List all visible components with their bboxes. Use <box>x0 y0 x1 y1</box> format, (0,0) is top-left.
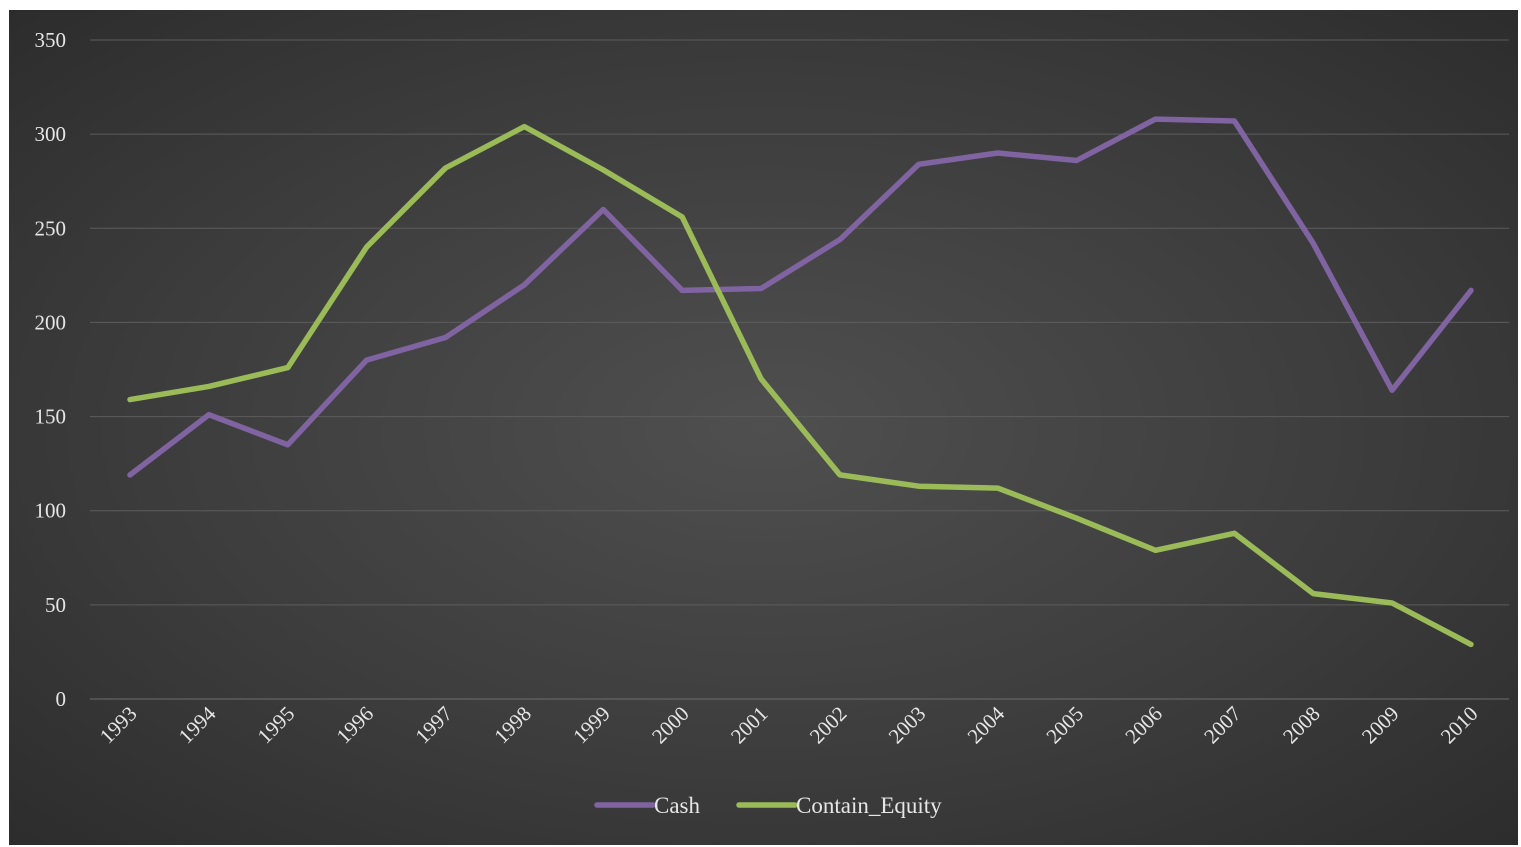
series-line-contain-equity <box>127 123 1474 648</box>
y-tick-label: 200 <box>35 310 67 334</box>
x-tick-label: 2010 <box>1436 702 1483 749</box>
legend: Cash Contain_Equity <box>594 793 942 818</box>
series-lines <box>127 116 1474 648</box>
x-tick-label: 1995 <box>253 702 300 749</box>
x-tick-label: 1999 <box>568 702 615 749</box>
y-tick-label: 150 <box>35 405 67 429</box>
x-tick-label: 2001 <box>726 702 773 749</box>
series-line-cash <box>127 116 1474 478</box>
x-tick-label: 2008 <box>1278 702 1325 749</box>
y-tick-label: 250 <box>35 216 67 240</box>
x-tick-label: 2002 <box>805 702 852 749</box>
x-tick-label: 1997 <box>410 702 457 749</box>
x-tick-label: 2007 <box>1199 702 1246 749</box>
y-axis-ticks: 0 50 100 150 200 250 300 350 <box>35 28 67 711</box>
x-tick-label: 1994 <box>174 701 221 748</box>
x-tick-label: 1996 <box>332 702 379 749</box>
gridlines <box>90 39 1509 700</box>
x-tick-label: 2000 <box>647 702 694 749</box>
chart-area: 0 50 100 150 200 250 300 350 1993 1994 1995 1996 19… <box>9 10 1518 845</box>
x-tick-label: 1998 <box>489 702 536 749</box>
x-axis-ticks: 1993 1994 1995 1996 1997 1998 1999 2000 2001 2002… <box>95 701 1483 748</box>
x-tick-label: 1993 <box>95 702 142 749</box>
y-tick-label: 50 <box>45 593 66 617</box>
y-tick-label: 0 <box>56 687 67 711</box>
legend-label-contain-equity: Contain_Equity <box>796 793 942 818</box>
x-tick-label: 2004 <box>963 701 1010 748</box>
y-tick-label: 350 <box>35 28 67 52</box>
x-tick-label: 2005 <box>1041 702 1088 749</box>
x-tick-label: 2009 <box>1357 702 1404 749</box>
y-tick-label: 100 <box>35 499 67 523</box>
y-tick-label: 300 <box>35 122 67 146</box>
x-tick-label: 2003 <box>884 702 931 749</box>
legend-label-cash: Cash <box>654 793 701 818</box>
x-tick-label: 2006 <box>1120 702 1167 749</box>
